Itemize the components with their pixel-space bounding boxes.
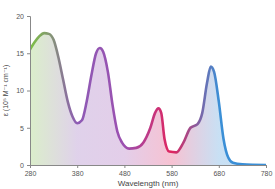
- plot-area: [30, 33, 266, 165]
- y-tick-mark: [27, 128, 30, 129]
- y-tick: 5: [20, 124, 30, 131]
- x-tick-label: 280: [25, 170, 37, 177]
- x-axis: 280 380 480 580 680 780: [25, 165, 273, 177]
- y-tick-mark: [27, 165, 30, 166]
- x-tick-mark: [266, 165, 267, 168]
- x-tick: 580: [166, 165, 178, 177]
- x-tick-mark: [124, 165, 125, 168]
- y-axis: 0 5 10 15 20: [16, 13, 30, 169]
- y-tick: 0: [20, 162, 30, 169]
- y-tick: 15: [16, 50, 30, 57]
- x-tick: 780: [261, 165, 273, 177]
- x-tick-mark: [172, 165, 173, 168]
- x-tick-label: 480: [119, 170, 131, 177]
- y-tick: 10: [16, 87, 30, 94]
- x-tick-mark: [219, 165, 220, 168]
- y-tick-label: 15: [16, 50, 24, 57]
- x-tick-label: 680: [213, 170, 225, 177]
- chart: 280 380 480 580 680 780 0 5 10 15 20 Wavelength (nm…: [0, 0, 275, 189]
- y-tick-mark: [27, 53, 30, 54]
- x-tick: 680: [213, 165, 225, 177]
- y-tick: 20: [16, 13, 30, 20]
- y-tick-mark: [27, 16, 30, 17]
- x-tick-label: 580: [166, 170, 178, 177]
- x-axis-line: [31, 166, 267, 169]
- x-tick-label: 380: [72, 170, 84, 177]
- x-axis-title: Wavelength (nm): [118, 179, 179, 188]
- x-tick: 480: [119, 165, 131, 177]
- y-axis-title: ε (10⁵ M⁻¹ cm⁻¹): [2, 65, 10, 117]
- y-axis-line: [27, 17, 31, 166]
- area: [30, 33, 266, 165]
- y-tick-label: 20: [16, 13, 24, 20]
- y-tick-mark: [27, 91, 30, 92]
- y-tick-label: 0: [20, 162, 24, 169]
- line: [30, 33, 266, 165]
- x-tick-label: 780: [261, 170, 273, 177]
- y-tick-label: 5: [20, 124, 24, 131]
- x-tick-mark: [77, 165, 78, 168]
- x-tick: 280: [25, 165, 37, 177]
- x-tick: 380: [72, 165, 84, 177]
- y-tick-label: 10: [16, 87, 24, 94]
